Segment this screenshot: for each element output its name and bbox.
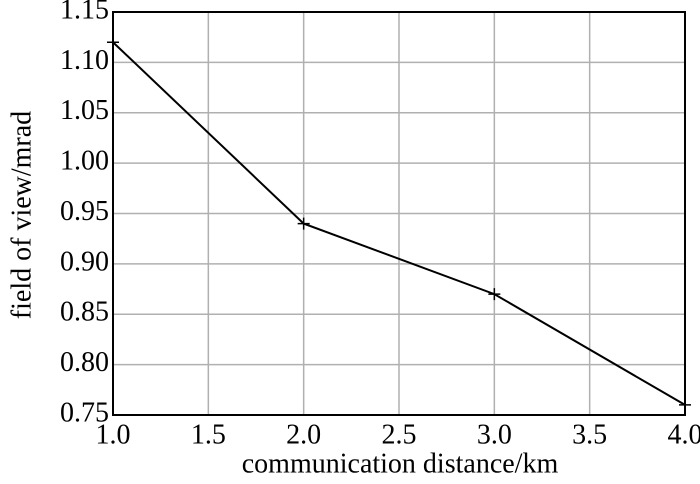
x-tick-label: 3.0: [477, 419, 512, 450]
y-tick-label: 1.05: [60, 95, 109, 126]
y-tick-label: 0.80: [60, 347, 109, 378]
x-tick-label: 3.5: [572, 419, 607, 450]
y-tick-label: 1.15: [60, 0, 109, 25]
y-tick-label: 0.85: [60, 297, 109, 328]
y-tick-label: 0.95: [60, 196, 109, 227]
plot-frame: [112, 11, 686, 416]
point-marker: [297, 217, 310, 230]
x-tick-label: 2.5: [382, 419, 417, 450]
point-marker: [488, 288, 501, 301]
x-tick-label: 1.5: [191, 419, 226, 450]
y-tick-label: 0.90: [60, 246, 109, 277]
y-tick-label: 1.10: [60, 45, 109, 76]
x-tick-label: 4.0: [668, 419, 700, 450]
data-line: [112, 41, 686, 406]
y-tick-label: 1.00: [60, 146, 109, 177]
x-tick-label: 1.0: [96, 419, 131, 450]
point-marker: [679, 398, 691, 411]
x-tick-label: 2.0: [286, 419, 321, 450]
y-tick-label: 0.75: [60, 397, 109, 428]
x-axis-label: communication distance/km: [242, 448, 559, 479]
y-axis-label: field of view/mrad: [6, 111, 37, 319]
point-marker: [107, 36, 119, 49]
